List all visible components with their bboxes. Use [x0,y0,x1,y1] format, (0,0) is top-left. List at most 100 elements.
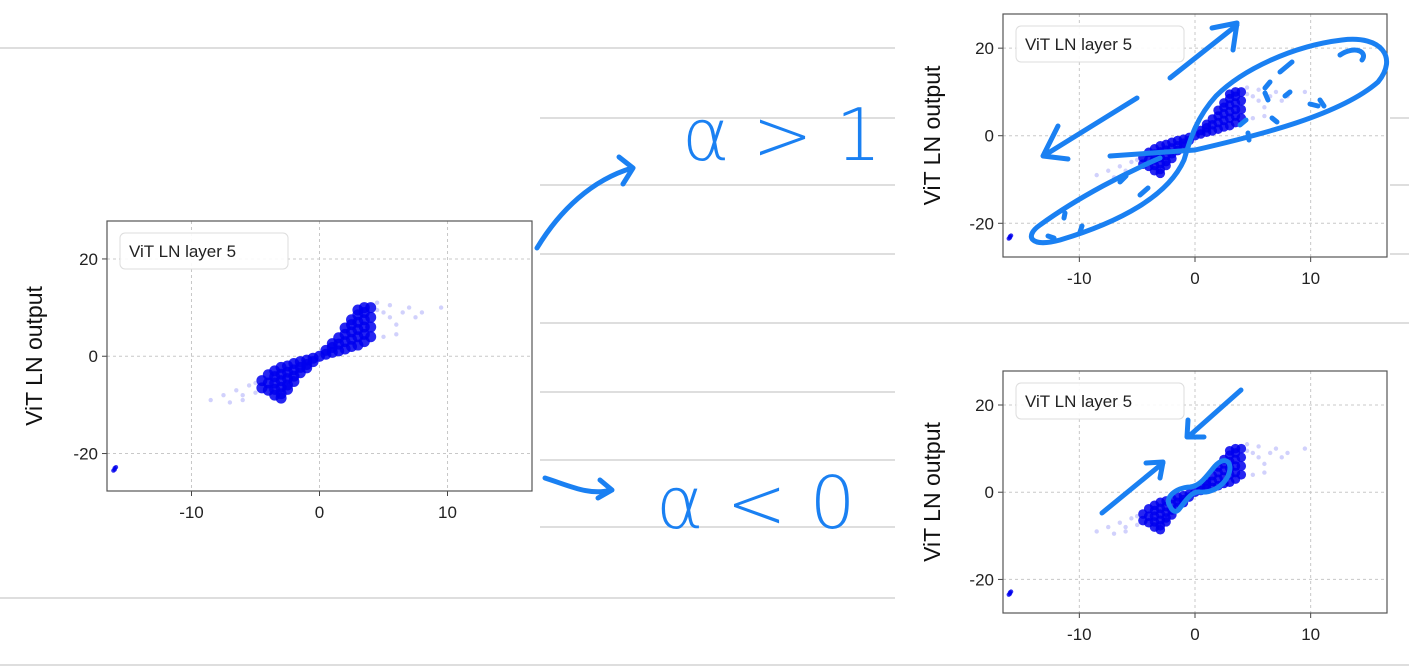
alpha-greater-than-one-label: α > 1 [682,93,881,177]
y-tick-label: 20 [79,250,98,269]
scatter-point-dense [256,382,268,394]
scatter-point-sparse [1273,446,1279,451]
scatter-point-sparse [381,334,386,339]
scatter-point-sparse [1256,98,1261,103]
scatter-point-sparse [374,300,380,305]
scatter-point-sparse [1279,455,1284,460]
arrow-compress-down-icon [1184,387,1244,440]
scatter-point-sparse [240,392,245,398]
scatter-chart-bottom-right: -10 0 10 20 0 -20 ViT LN layer 5 ViT LN output [919,370,1388,644]
scatter-point-sparse [1273,89,1279,95]
scatter-point-sparse [1256,455,1261,460]
scatter-point-sparse [1129,159,1134,165]
scatter-point-dense [1236,461,1247,471]
scatter-chart-left: -10 0 10 20 0 -20 ViT LN layer 5 ViT LN output [21,220,533,522]
plot-frame [1002,13,1388,258]
scatter-point-sparse [1134,522,1140,528]
scatter-point-sparse [1123,529,1128,534]
scatter-point-dense [1236,469,1247,480]
scatter-point-sparse [1094,529,1099,534]
scatter-point-sparse [438,305,444,310]
scatter-point-sparse [1250,472,1256,477]
scatter-point-sparse [1256,87,1261,92]
legend-label: ViT LN layer 5 [1025,392,1132,411]
handwritten-annotations: α > 1 α < 0 [534,20,1390,545]
scatter-point-dense [1138,515,1148,526]
scatter-point-sparse [246,383,252,388]
scatter-point-dense [365,302,377,314]
scatter-point-sparse [208,397,213,403]
x-tick-label: 0 [1190,625,1199,644]
arrow-expand-down-icon [1040,95,1140,162]
scatter-point-dense [1236,87,1247,97]
x-tick-label: 0 [315,503,324,522]
scatter-point-sparse [1285,450,1290,456]
expansion-lasso-icon [1028,36,1390,246]
scatter-point-sparse [1244,448,1250,453]
scatter-point-sparse [394,332,399,337]
legend-box [119,232,289,270]
scatter-point-sparse [1267,450,1273,456]
x-tick-label: 0 [1190,269,1199,288]
y-axis-label: ViT LN output [21,285,47,425]
scatter-point-sparse [1106,168,1111,173]
y-tick-label: 0 [985,127,994,146]
alpha-less-than-zero-label: α < 0 [656,461,855,545]
scatter-point-outlier [112,467,117,472]
scatter-point-sparse [240,397,245,403]
x-tick-label: -10 [1067,625,1092,644]
scatter-point-sparse [1250,450,1256,456]
y-axis-label: ViT LN output [919,421,945,561]
scatter-point-sparse [1302,446,1308,451]
scatter-point-dense [1236,104,1247,115]
scatter-point-dense [1236,452,1247,463]
y-tick-label: -20 [969,214,994,233]
scatter-point-sparse [1111,531,1117,536]
y-tick-label: 0 [89,347,98,366]
scatter-point-sparse [1244,91,1250,97]
scatter-point-sparse [1262,470,1267,475]
scatter-point-sparse [1134,514,1140,519]
scatter-point-sparse [1117,164,1123,169]
scatter-point-sparse [1123,524,1128,530]
scatter-point-sparse [387,315,393,320]
scatter-point-dense [1236,443,1247,454]
scatter-point-sparse [1250,94,1256,99]
y-tick-label: -20 [73,445,98,464]
scatter-point-sparse [1244,442,1250,447]
arrow-up-right-icon [534,154,636,251]
scatter-point-sparse [1256,444,1261,449]
arrow-compress-up-icon [1099,459,1166,516]
scatter-point-sparse [1279,98,1284,103]
scatter-point-sparse [221,392,226,398]
scatter-point-sparse [1129,516,1134,521]
scatter-point-sparse [406,305,412,310]
scatter-point-dense [365,311,377,323]
scatter-point-sparse [1106,524,1111,530]
legend-label: ViT LN layer 5 [129,242,236,261]
arrow-down-right-icon [542,475,615,501]
compression-loop-icon [1165,458,1233,514]
plot-frame [1002,370,1388,614]
scatter-point-sparse [400,310,405,315]
scatter-point-outlier [1007,235,1013,240]
x-tick-label: 10 [1301,625,1320,644]
scatter-point-sparse [419,310,425,315]
arrow-expand-up-icon [1167,20,1240,81]
legend-box [1015,382,1185,420]
scatter-point-sparse [1244,85,1250,90]
x-tick-label: 10 [1301,269,1320,288]
y-tick-label: 20 [975,396,994,415]
x-tick-label: -10 [1067,269,1092,288]
scatter-point-dense [1236,95,1247,106]
scatter-point-sparse [253,390,258,395]
ruled-lines [0,47,1409,666]
scatter-point-sparse [413,315,418,320]
scatter-point-dense [365,331,377,343]
dashes-icon [1045,47,1366,241]
scatter-point-sparse [1134,157,1140,162]
legend-label: ViT LN layer 5 [1025,35,1132,54]
scatter-point-sparse [394,322,399,327]
plot-frame [106,220,533,492]
